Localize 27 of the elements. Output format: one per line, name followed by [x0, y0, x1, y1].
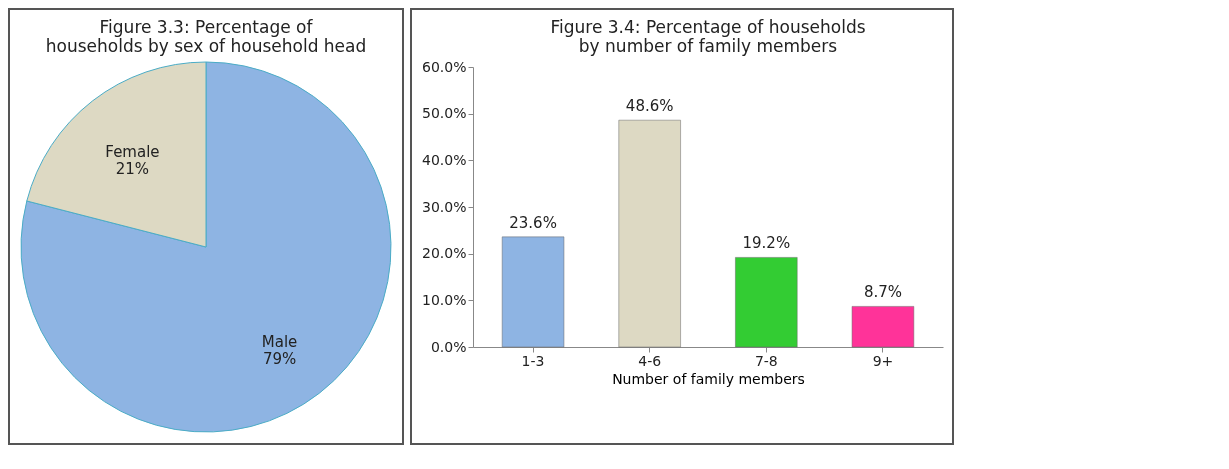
slice-label: Male [261, 332, 298, 351]
data-label: 21% [115, 160, 150, 179]
y-tick-label: 50.0% [422, 105, 467, 122]
data-label: 19.2% [742, 234, 791, 253]
chart-title: Figure 3.4: Percentage of households by number of family members [550, 17, 866, 56]
bar [735, 257, 798, 348]
bar [851, 306, 915, 348]
chart-title: Figure 3.3: Percentage of households by sex of household head [45, 17, 367, 56]
x-tick-label: 9+ [872, 352, 894, 369]
y-tick-label: 0.0% [430, 338, 467, 355]
bar [618, 119, 681, 348]
y-tick-label: 60.0% [422, 58, 467, 75]
data-label: 8.7% [863, 283, 902, 302]
x-axis-title: Number of family members [612, 370, 805, 387]
data-label: 48.6% [625, 97, 674, 116]
bar [501, 236, 565, 348]
data-label: 23.6% [509, 213, 557, 232]
pie-slice [20, 61, 392, 433]
y-tick-label: 40.0% [422, 151, 467, 168]
x-tick-label: 7-8 [754, 352, 778, 369]
y-tick-label: 20.0% [422, 245, 467, 262]
y-tick-label: 10.0% [422, 291, 467, 308]
y-tick-label: 30.0% [422, 198, 467, 215]
slice-label: Female [105, 143, 160, 162]
data-label: 79% [262, 349, 297, 368]
x-tick-label: 4-6 [638, 352, 662, 369]
x-tick-label: 1-3 [521, 352, 545, 369]
